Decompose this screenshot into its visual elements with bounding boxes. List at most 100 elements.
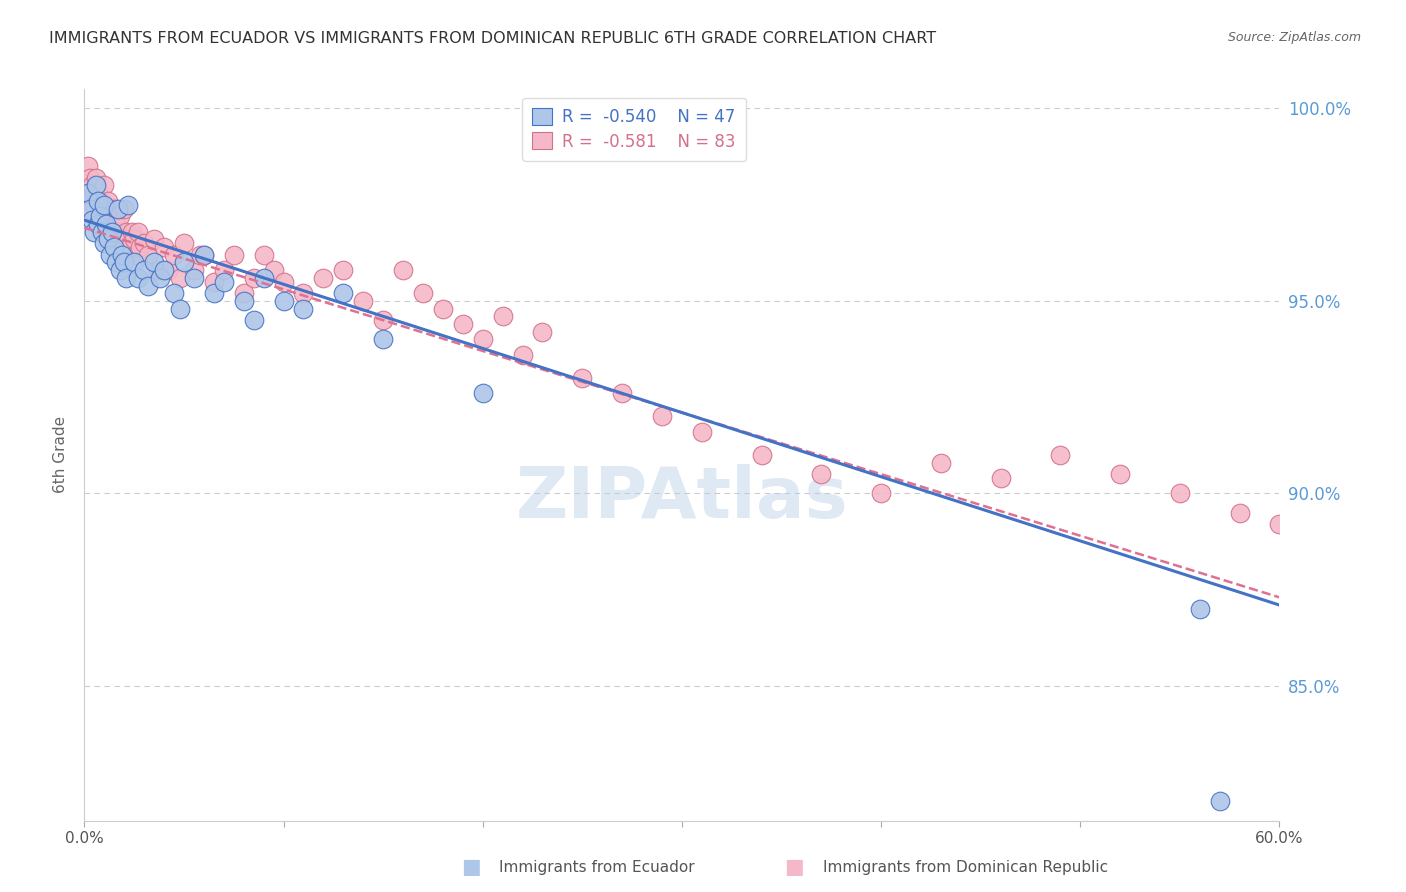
Point bbox=[253, 248, 276, 262]
Point bbox=[392, 263, 415, 277]
Point bbox=[193, 248, 215, 262]
Point bbox=[263, 263, 285, 277]
Point bbox=[110, 263, 132, 277]
Point bbox=[98, 248, 121, 262]
Text: ZIPAtlas: ZIPAtlas bbox=[516, 465, 848, 533]
Point bbox=[127, 270, 149, 285]
Point bbox=[169, 270, 191, 285]
Point bbox=[122, 255, 145, 269]
Point bbox=[1348, 563, 1371, 577]
Point bbox=[157, 263, 180, 277]
Point bbox=[222, 248, 245, 262]
Point bbox=[115, 270, 138, 285]
Point bbox=[111, 248, 134, 262]
Point bbox=[87, 186, 110, 201]
Point bbox=[169, 301, 191, 316]
Point bbox=[93, 178, 115, 193]
Point bbox=[183, 263, 205, 277]
Point bbox=[87, 217, 110, 231]
Point bbox=[751, 448, 773, 462]
Text: ■: ■ bbox=[461, 857, 481, 877]
Point bbox=[1049, 448, 1071, 462]
Legend: R =  -0.540    N = 47, R =  -0.581    N = 83: R = -0.540 N = 47, R = -0.581 N = 83 bbox=[523, 97, 745, 161]
Point bbox=[110, 209, 132, 223]
Point bbox=[1388, 602, 1406, 616]
Point bbox=[870, 486, 893, 500]
Point bbox=[163, 286, 186, 301]
Point bbox=[79, 202, 101, 216]
Point bbox=[193, 248, 215, 262]
Point bbox=[173, 236, 195, 251]
Point bbox=[136, 248, 159, 262]
Point bbox=[690, 425, 713, 439]
Point bbox=[1188, 602, 1211, 616]
Point bbox=[121, 225, 143, 239]
Point bbox=[83, 197, 105, 211]
Point bbox=[117, 232, 139, 246]
Point bbox=[86, 178, 108, 193]
Point bbox=[492, 310, 515, 324]
Point bbox=[1308, 533, 1330, 547]
Point bbox=[87, 194, 110, 208]
Point bbox=[1209, 794, 1232, 808]
Point bbox=[129, 240, 152, 254]
Point bbox=[93, 197, 115, 211]
Point bbox=[1229, 506, 1251, 520]
Point bbox=[232, 293, 254, 308]
Point bbox=[143, 255, 166, 269]
Point bbox=[273, 275, 295, 289]
Point bbox=[1109, 467, 1132, 482]
Point bbox=[163, 248, 186, 262]
Point bbox=[332, 286, 354, 301]
Point bbox=[136, 278, 159, 293]
Point bbox=[105, 217, 128, 231]
Point bbox=[122, 232, 145, 246]
Text: Immigrants from Ecuador: Immigrants from Ecuador bbox=[499, 860, 695, 874]
Point bbox=[132, 236, 156, 251]
Point bbox=[1368, 582, 1391, 597]
Point bbox=[1168, 486, 1191, 500]
Point bbox=[451, 317, 474, 331]
Point bbox=[101, 225, 124, 239]
Point bbox=[153, 263, 176, 277]
Point bbox=[273, 293, 295, 308]
Point bbox=[77, 159, 100, 173]
Text: Immigrants from Dominican Republic: Immigrants from Dominican Republic bbox=[823, 860, 1108, 874]
Point bbox=[96, 209, 118, 223]
Point bbox=[173, 255, 195, 269]
Point bbox=[111, 232, 134, 246]
Point bbox=[512, 348, 534, 362]
Point bbox=[89, 209, 111, 223]
Point bbox=[373, 333, 395, 347]
Point bbox=[332, 263, 354, 277]
Point bbox=[103, 202, 125, 216]
Point bbox=[82, 213, 104, 227]
Point bbox=[115, 225, 138, 239]
Point bbox=[612, 386, 634, 401]
Point bbox=[242, 270, 264, 285]
Point bbox=[153, 240, 176, 254]
Point bbox=[97, 194, 120, 208]
Point bbox=[83, 225, 105, 239]
Point bbox=[79, 170, 101, 185]
Point bbox=[202, 286, 225, 301]
Point bbox=[471, 386, 494, 401]
Text: IMMIGRANTS FROM ECUADOR VS IMMIGRANTS FROM DOMINICAN REPUBLIC 6TH GRADE CORRELAT: IMMIGRANTS FROM ECUADOR VS IMMIGRANTS FR… bbox=[49, 31, 936, 46]
Point bbox=[1268, 517, 1291, 532]
Point bbox=[93, 197, 115, 211]
Point bbox=[127, 225, 149, 239]
Point bbox=[531, 325, 554, 339]
Point bbox=[373, 313, 395, 327]
Point bbox=[352, 293, 374, 308]
Point bbox=[89, 194, 111, 208]
Point bbox=[143, 232, 166, 246]
Point bbox=[312, 270, 335, 285]
Point bbox=[242, 313, 264, 327]
Point bbox=[292, 286, 315, 301]
Point bbox=[651, 409, 673, 424]
Text: Source: ZipAtlas.com: Source: ZipAtlas.com bbox=[1227, 31, 1361, 45]
Point bbox=[292, 301, 315, 316]
Point bbox=[188, 248, 211, 262]
Point bbox=[412, 286, 434, 301]
Point bbox=[212, 263, 235, 277]
